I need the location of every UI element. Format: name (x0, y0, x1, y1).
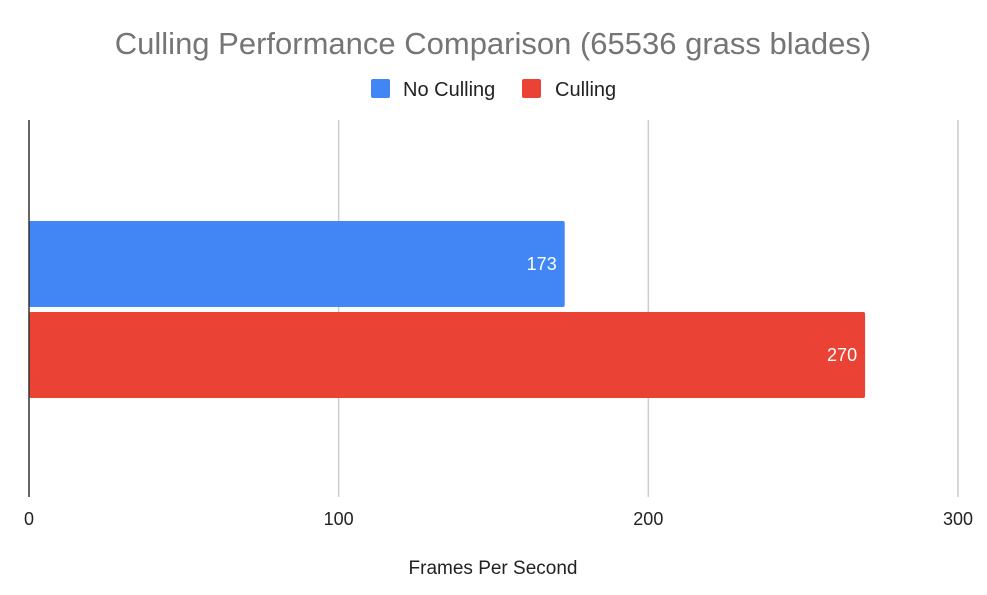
legend-swatch-no-culling (371, 79, 390, 98)
chart-title: Culling Performance Comparison (65536 gr… (115, 26, 871, 61)
x-tick-label-0: 0 (24, 509, 34, 529)
legend: No Culling Culling (371, 79, 616, 101)
legend-swatch-culling (522, 79, 541, 98)
x-axis-title: Frames Per Second (409, 558, 578, 579)
x-tick-label-100: 100 (324, 509, 354, 529)
bars (29, 221, 866, 398)
bar-no-culling (29, 221, 565, 307)
bar-labels: 173 270 (527, 254, 857, 365)
bar-culling (29, 312, 866, 398)
bar-label-no-culling: 173 (527, 254, 557, 274)
x-tick-label-300: 300 (943, 509, 973, 529)
bar-label-culling: 270 (827, 345, 857, 365)
legend-label-no-culling: No Culling (403, 79, 495, 101)
x-tick-label-200: 200 (633, 509, 663, 529)
x-tick-labels: 0 100 200 300 (24, 509, 973, 529)
legend-label-culling: Culling (555, 79, 616, 101)
gridlines (337, 120, 959, 497)
